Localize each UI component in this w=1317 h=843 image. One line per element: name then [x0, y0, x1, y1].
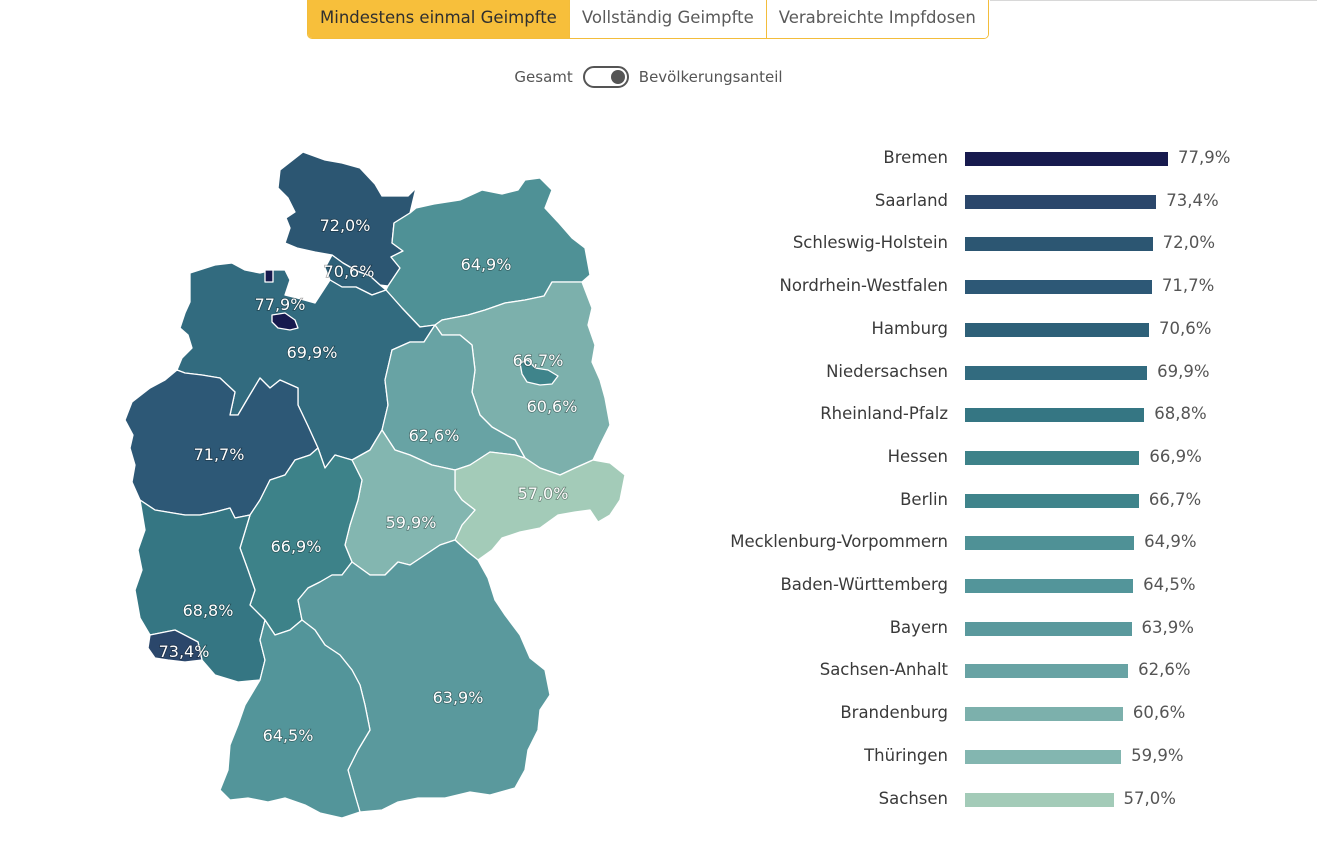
- map-label-berlin: 66,7%: [513, 351, 564, 370]
- germany-choropleth-map: 72,0% 70,6% 64,9% 77,9% 69,9% 66,7% 60,6% 62,6%…: [124, 151, 626, 819]
- bar-label-hamburg: Hamburg: [871, 318, 949, 338]
- bar-schleswig-holstein[interactable]: [965, 237, 1153, 252]
- toggle-label-gesamt[interactable]: Gesamt: [514, 68, 573, 86]
- tab-vollstaendig-geimpfte[interactable]: Vollständig Geimpfte: [569, 0, 767, 38]
- bar-value-bayern: 63,9%: [1141, 617, 1194, 637]
- bar-label-sachsen: Sachsen: [878, 788, 948, 808]
- bar-value-saarland: 73,4%: [1166, 190, 1219, 210]
- display-mode-toggle-row: Gesamt Bevölkerungsanteil: [0, 66, 1297, 88]
- map-region-sachsen[interactable]: [454, 451, 626, 561]
- bar-label-saarland: Saarland: [874, 190, 948, 210]
- bar-label-rheinland-pfalz: Rheinland-Pfalz: [820, 404, 948, 424]
- bar-label-mecklenburg-vorpommern: Mecklenburg-Vorpommern: [730, 532, 948, 552]
- map-region-schleswig-holstein[interactable]: [277, 151, 417, 287]
- map-label-bremen: 77,9%: [255, 295, 306, 314]
- bar-hamburg[interactable]: [965, 322, 1149, 337]
- map-label-baden-wuerttemberg: 64,5%: [263, 726, 314, 745]
- bar-value-mecklenburg-vorpommern: 64,9%: [1144, 532, 1197, 552]
- bar-label-brandenburg: Brandenburg: [840, 703, 948, 723]
- bar-value-sachsen: 57,0%: [1123, 788, 1176, 808]
- map-label-nordrhein-westfalen: 71,7%: [194, 445, 245, 464]
- map-region-saarland[interactable]: [147, 629, 203, 663]
- bar-bayern[interactable]: [965, 621, 1132, 636]
- bar-niedersachsen[interactable]: [965, 365, 1148, 380]
- map-label-sachsen-anhalt: 62,6%: [409, 426, 460, 445]
- bar-value-brandenburg: 60,6%: [1132, 703, 1186, 723]
- tab-verabreichte-impfdosen[interactable]: Verabreichte Impfdosen: [766, 0, 988, 38]
- bar-label-niedersachsen: Niedersachsen: [826, 361, 948, 381]
- display-mode-switch[interactable]: [582, 66, 629, 88]
- bar-label-berlin: Berlin: [900, 489, 948, 509]
- map-label-niedersachsen: 69,9%: [287, 343, 338, 362]
- bar-label-hessen: Hessen: [887, 446, 948, 466]
- bar-value-bremen: 77,9%: [1178, 148, 1231, 167]
- bar-value-rheinland-pfalz: 68,8%: [1154, 404, 1207, 424]
- bar-label-bayern: Bayern: [889, 617, 948, 637]
- bar-saarland[interactable]: [965, 194, 1157, 209]
- bar-sachsen[interactable]: [965, 792, 1114, 807]
- bar-bremen[interactable]: [965, 152, 1168, 166]
- bar-berlin[interactable]: [965, 493, 1139, 508]
- map-label-hamburg: 70,6%: [324, 262, 375, 281]
- bar-value-sachsen-anhalt: 62,6%: [1138, 660, 1191, 680]
- toggle-label-bevoelkerungsanteil[interactable]: Bevölkerungsanteil: [638, 68, 783, 86]
- map-region-baden-wuerttemberg[interactable]: [219, 619, 371, 819]
- map-label-mecklenburg-vorpommern: 64,9%: [461, 255, 512, 274]
- tab-mindestens-einmal-geimpfte[interactable]: Mindestens einmal Geimpfte: [308, 0, 570, 38]
- bar-label-sachsen-anhalt: Sachsen-Anhalt: [819, 660, 948, 680]
- map-label-bayern: 63,9%: [433, 688, 484, 707]
- metric-tabs: Mindestens einmal Geimpfte Vollständig G…: [307, 0, 989, 39]
- map-region-berlin[interactable]: [519, 359, 559, 386]
- map-label-rheinland-pfalz: 68,8%: [183, 601, 234, 620]
- bar-value-berlin: 66,7%: [1148, 489, 1202, 509]
- map-region-bremen-bremerhaven[interactable]: [264, 269, 274, 283]
- map-label-schleswig-holstein: 72,0%: [320, 216, 371, 235]
- bar-label-thueringen: Thüringen: [864, 745, 948, 765]
- bar-mecklenburg-vorpommern[interactable]: [965, 536, 1135, 551]
- bar-label-nordrhein-westfalen: Nordrhein-Westfalen: [779, 276, 948, 296]
- map-label-saarland: 73,4%: [159, 642, 210, 661]
- bar-label-bremen: Bremen: [883, 148, 948, 167]
- bar-nordrhein-westfalen[interactable]: [965, 280, 1152, 295]
- bar-rheinland-pfalz[interactable]: [965, 408, 1145, 423]
- bar-value-hamburg: 70,6%: [1158, 318, 1212, 338]
- bar-value-hessen: 66,9%: [1149, 446, 1202, 466]
- switch-knob: [610, 70, 625, 84]
- bar-value-nordrhein-westfalen: 71,7%: [1161, 276, 1215, 296]
- bar-value-schleswig-holstein: 72,0%: [1162, 233, 1216, 253]
- bar-brandenburg[interactable]: [965, 707, 1123, 722]
- bar-value-niedersachsen: 69,9%: [1157, 361, 1210, 381]
- bar-hessen[interactable]: [965, 450, 1140, 465]
- top-divider: [990, 0, 1317, 1]
- bar-sachsen-anhalt[interactable]: [965, 664, 1129, 679]
- map-label-hessen: 66,9%: [271, 537, 322, 556]
- bar-value-thueringen: 59,9%: [1131, 745, 1184, 765]
- map-label-brandenburg: 60,6%: [527, 397, 578, 416]
- bar-thueringen[interactable]: [965, 749, 1122, 764]
- bar-label-baden-wuerttemberg: Baden-Württemberg: [780, 575, 948, 594]
- bar-value-baden-wuerttemberg: 64,5%: [1143, 575, 1196, 594]
- bar-baden-wuerttemberg[interactable]: [965, 579, 1134, 593]
- map-label-sachsen: 57,0%: [518, 484, 569, 503]
- map-region-bremen[interactable]: [271, 312, 299, 331]
- map-label-thueringen: 59,9%: [386, 513, 437, 532]
- bar-label-schleswig-holstein: Schleswig-Holstein: [792, 233, 948, 253]
